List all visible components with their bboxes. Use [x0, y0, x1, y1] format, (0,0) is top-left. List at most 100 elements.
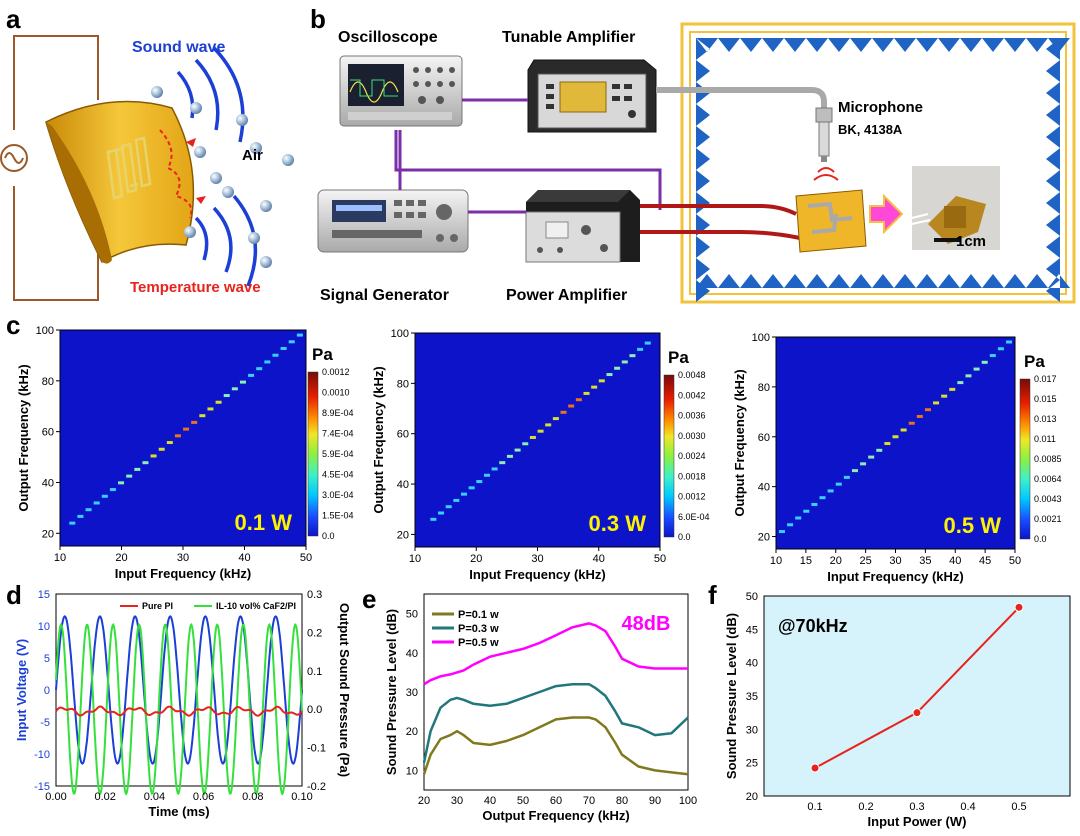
y-tick-label: 45 — [746, 624, 758, 636]
heatmap-cell — [560, 410, 567, 414]
heatmap-cell — [575, 398, 582, 402]
sound-arc — [212, 206, 233, 273]
colorbar-label: 7.4E-04 — [322, 429, 354, 439]
heatmap-cell — [272, 353, 279, 357]
heatmap-cell — [892, 435, 899, 439]
colorbar-title: Pa — [1024, 352, 1045, 371]
heatmap-cell — [191, 420, 198, 424]
heatmap-cell — [778, 530, 785, 534]
heatmap-cell — [296, 333, 303, 337]
tunable-amplifier-device — [527, 59, 657, 133]
y-tick-label: 40 — [406, 648, 418, 660]
colorbar-label: 0.0036 — [678, 411, 706, 421]
heatmap-cell — [884, 442, 891, 446]
x-tick-label: 0.10 — [291, 791, 312, 803]
colorbar-label: 8.9E-04 — [322, 408, 354, 418]
y-tick-label: 5 — [44, 653, 50, 665]
x-tick-label: 60 — [550, 795, 562, 807]
heatmap-cell — [491, 467, 498, 471]
heatmap-cell — [461, 492, 467, 496]
colorbar-label: 0.013 — [1034, 414, 1057, 424]
heatmap-cell — [827, 489, 834, 493]
heatmap-plot-area — [775, 336, 1016, 550]
y-tick-label: 80 — [42, 376, 54, 388]
panel-label-e: e — [362, 584, 376, 614]
heatmap-cell — [248, 373, 255, 377]
y-tick-label: -5 — [40, 717, 50, 729]
y-tick-label: 0 — [44, 685, 50, 697]
heatmap-cell — [223, 394, 230, 398]
heatmap-cell — [183, 427, 190, 431]
y-tick-label: 20 — [746, 791, 758, 803]
x-tick-label: 0.3 — [909, 801, 924, 813]
chart-d: 0.00 0.02 0.04 0.06 0.08 0.10 15 10 5 0 -5 -10 -15 0.… — [14, 589, 352, 819]
x-tick-label: 20 — [470, 553, 482, 565]
x-tick-label: 10 — [409, 553, 421, 565]
colorbar-label: 4.5E-04 — [322, 470, 354, 480]
heatmap-cell — [476, 480, 483, 484]
heatmap-cell — [239, 380, 246, 384]
heatmap-cell — [1006, 340, 1013, 344]
y-tick-label: 20 — [758, 532, 770, 544]
heatmap-cell — [900, 428, 907, 432]
air-molecules — [151, 86, 294, 268]
heatmap-cell — [69, 521, 76, 525]
x-tick-label: 100 — [679, 795, 697, 807]
data-point — [912, 708, 922, 718]
heatmap-cell — [598, 379, 605, 383]
data-point — [810, 763, 820, 773]
peak-annotation: 48dB — [622, 613, 671, 635]
heatmap-cell — [529, 435, 536, 439]
colorbar-label: 6.0E-04 — [678, 512, 710, 522]
colorbar-label: 0.0042 — [678, 390, 706, 400]
x-tick-label: 0.02 — [94, 791, 115, 803]
colorbar-label: 0.011 — [1034, 434, 1056, 444]
heatmap-cell — [989, 354, 996, 358]
heatmap-cell — [941, 394, 948, 398]
sound-arc — [194, 58, 220, 131]
y2-tick-label: -0.1 — [307, 743, 326, 755]
x-axis-label: Input Frequency (kHz) — [115, 566, 252, 581]
heatmap-cell — [453, 498, 460, 502]
heatmap-cell — [644, 341, 651, 345]
colorbar-label: 0.0021 — [1034, 514, 1062, 524]
sound-arc — [194, 216, 209, 261]
heatmap-cell — [908, 421, 915, 425]
heatmap-cell — [430, 517, 437, 521]
y2-tick-label: 0.0 — [307, 704, 322, 716]
x-tick-label: 50 — [300, 552, 312, 564]
heatmap-cell — [85, 508, 92, 512]
air-molecule — [210, 172, 222, 184]
x-tick-label: 50 — [1009, 555, 1021, 567]
y-tick-label: 10 — [406, 765, 418, 777]
heatmap-cell — [973, 367, 980, 371]
x-tick-label: 30 — [531, 553, 543, 565]
heatmap-c3: 10 15 20 25 30 35 40 45 50 20 40 60 80 100 Input Frequ… — [732, 332, 1062, 584]
heatmap-cell — [438, 511, 445, 515]
x-tick-label: 0.5 — [1011, 801, 1026, 813]
y-axis-label: Output Frequency (kHz) — [732, 369, 747, 516]
temperature-wave-label: Temperature wave — [130, 279, 261, 296]
colorbar-label: 0.0024 — [678, 451, 706, 461]
series-line — [423, 622, 688, 686]
air-molecule — [194, 146, 206, 158]
heatmap-cell — [522, 442, 529, 446]
heatmap-cell — [568, 404, 575, 408]
heatmap-cell — [280, 347, 287, 351]
legend-label: P=0.3 w — [458, 623, 499, 635]
heatmap-cell — [843, 475, 850, 479]
chart-e: P=0.1 w P=0.3 w P=0.5 w 20 30 40 50 60 70 80 90 100… — [384, 593, 697, 823]
signal-generator-device — [317, 189, 469, 253]
microphone-cable — [656, 87, 827, 112]
heatmap-cell — [199, 414, 206, 418]
colorbar-title: Pa — [668, 348, 689, 367]
red-cable — [640, 204, 801, 240]
power-label: 0.3 W — [589, 511, 647, 536]
y-tick-label: 80 — [758, 382, 770, 394]
y-tick-label: 35 — [746, 691, 758, 703]
y-axis-label: Sound Pressure Level (dB) — [724, 613, 739, 779]
colorbar — [663, 374, 675, 538]
y2-axis-label: Output Sound Pressure (Pa) — [337, 603, 352, 777]
y-tick-label: 40 — [397, 479, 409, 491]
